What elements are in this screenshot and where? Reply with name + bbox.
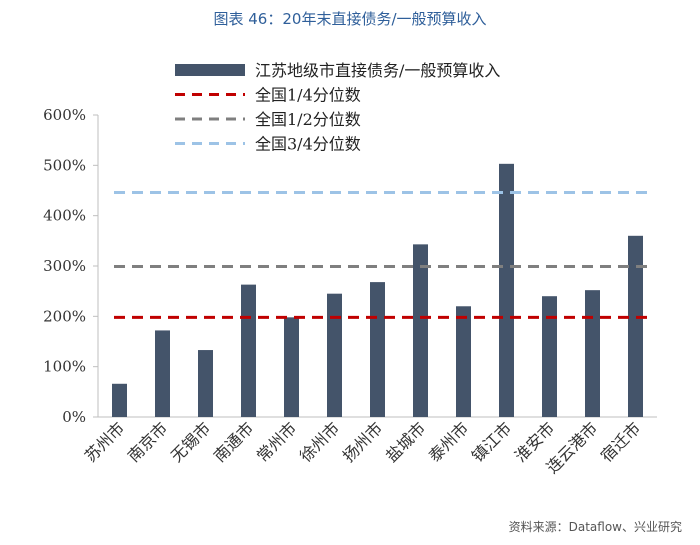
y-tick-label: 100%	[43, 358, 86, 376]
x-tick-label: 盐城市	[382, 418, 429, 465]
x-tick-label-text: 南京市	[124, 418, 171, 465]
legend-label: 全国1/2分位数	[255, 110, 361, 129]
x-tick-label-text: 泰州市	[425, 418, 472, 465]
y-tick-label: 200%	[43, 307, 86, 325]
legend-label: 全国1/4分位数	[255, 86, 361, 105]
bar	[628, 235, 643, 417]
bar	[585, 290, 600, 417]
legend-label: 全国3/4分位数	[255, 135, 361, 154]
x-tick-label: 镇江市	[468, 418, 515, 465]
y-axis: 0% 100% 200% 300% 400% 500% 600%	[43, 106, 98, 426]
x-tick-label: 南通市	[210, 418, 257, 465]
bar	[327, 293, 342, 417]
legend-label: 江苏地级市直接债务/一般预算收入	[255, 61, 500, 80]
y-tick-label: 300%	[43, 257, 86, 275]
bar	[542, 296, 557, 417]
x-tick-label: 苏州市	[81, 418, 128, 465]
bars	[112, 163, 643, 417]
x-tick-label-text: 徐州市	[296, 418, 343, 465]
legend-swatch-bar	[175, 64, 245, 76]
x-tick-label-text: 扬州市	[339, 418, 386, 465]
x-tick-label: 扬州市	[339, 418, 386, 465]
bar	[112, 383, 127, 417]
bar	[456, 306, 471, 417]
x-tick-label: 无锡市	[167, 418, 214, 465]
bar	[241, 284, 256, 417]
x-tick-label-text: 镇江市	[468, 418, 515, 465]
x-tick-label: 泰州市	[425, 418, 472, 465]
x-tick-label: 徐州市	[296, 418, 343, 465]
chart-title: 图表 46：20年末直接债务/一般预算收入	[213, 10, 487, 28]
x-tick-label-text: 盐城市	[382, 418, 429, 465]
x-tick-label-text: 苏州市	[81, 418, 128, 465]
bar	[370, 282, 385, 417]
x-tick-label: 南京市	[124, 418, 171, 465]
y-tick-label: 500%	[43, 156, 86, 174]
y-tick-label: 600%	[43, 106, 86, 124]
bar	[198, 350, 213, 417]
x-tick-label: 宿迁市	[597, 418, 644, 465]
x-tick-label-text: 常州市	[253, 418, 300, 465]
y-tick-label: 0%	[62, 408, 86, 426]
bar	[284, 317, 299, 417]
x-tick-label-text: 无锡市	[167, 418, 214, 465]
x-tick-label: 常州市	[253, 418, 300, 465]
bar	[499, 163, 514, 417]
x-tick-label-text: 南通市	[210, 418, 257, 465]
y-tick-label: 400%	[43, 207, 86, 225]
bar	[413, 244, 428, 417]
source-note: 资料来源：Dataflow、兴业研究	[508, 520, 682, 534]
bar	[155, 330, 170, 417]
x-tick-label-text: 宿迁市	[597, 418, 644, 465]
